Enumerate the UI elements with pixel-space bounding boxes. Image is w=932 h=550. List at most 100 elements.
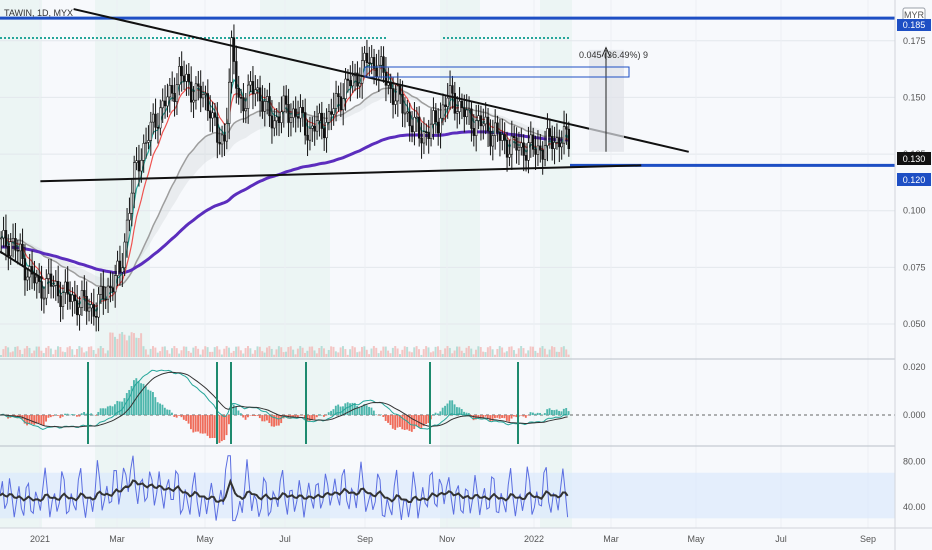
candle-body	[536, 145, 540, 155]
volume-bar	[78, 346, 81, 357]
macd-histogram-bar	[254, 415, 256, 417]
candle-body	[379, 56, 383, 66]
macd-histogram-bar	[209, 415, 211, 439]
candle-body	[301, 107, 304, 113]
volume-bar	[477, 346, 480, 357]
candle-body	[49, 273, 53, 287]
candle-body	[114, 275, 117, 293]
candle-body	[21, 243, 24, 259]
currency-label: MYR	[904, 10, 925, 20]
macd-histogram-bar	[242, 415, 245, 418]
volume-bar	[140, 333, 143, 357]
volume-bar	[33, 350, 36, 357]
volume-bar	[21, 354, 24, 357]
volume-bar	[475, 349, 477, 357]
macd-histogram-bar	[206, 415, 209, 436]
volume-bar	[410, 352, 413, 357]
macd-histogram-bar	[142, 383, 145, 416]
volume-bar	[47, 346, 50, 357]
volume-bar	[4, 346, 7, 357]
volume-bar	[394, 346, 397, 357]
candle-body	[40, 281, 43, 299]
volume-bar	[85, 351, 88, 357]
volume-bar	[23, 348, 26, 357]
volume-bar	[489, 346, 492, 357]
volume-bar	[168, 353, 171, 357]
volume-bar	[323, 348, 325, 357]
macd-histogram-bar	[541, 414, 544, 416]
macd-histogram-bar	[249, 415, 252, 416]
volume-bar	[517, 348, 520, 357]
macd-histogram-bar	[410, 415, 413, 432]
volume-bar	[342, 346, 344, 357]
volume-bar	[83, 352, 86, 357]
candle-body	[185, 73, 188, 82]
candle-body	[118, 260, 122, 273]
volume-bar	[104, 353, 107, 357]
candle-body	[218, 142, 221, 145]
macd-panel[interactable]	[0, 362, 895, 444]
time-axis[interactable]: 2021 Mar May Jul Sep Nov 2022 Mar May Jul Sep	[30, 534, 876, 544]
volume-bar	[54, 349, 57, 357]
volume-bar	[99, 346, 102, 357]
volume-bar	[325, 353, 328, 357]
volume-bar	[249, 348, 252, 357]
volume-bar	[178, 353, 181, 357]
macd-histogram-bar	[422, 415, 425, 427]
macd-histogram-bar	[42, 415, 45, 426]
macd-histogram-bar	[225, 415, 228, 436]
candle-body	[56, 280, 60, 297]
candle-body	[391, 88, 395, 105]
macd-histogram-bar	[508, 415, 511, 422]
candle-body	[306, 134, 309, 141]
volume-bar	[418, 349, 420, 357]
volume-bar	[185, 346, 188, 357]
volume-bar	[156, 352, 159, 357]
volume-bar	[567, 354, 570, 357]
macd-histogram-bar	[275, 415, 278, 426]
volume-bar	[26, 346, 29, 357]
macd-histogram-bar	[311, 415, 313, 420]
candle-body	[313, 125, 316, 132]
candle-body	[213, 112, 217, 118]
volume-bar	[315, 353, 318, 357]
candle-body	[558, 137, 561, 148]
candle-body	[465, 109, 468, 118]
support-level-label: 0.120	[903, 175, 926, 185]
volume-bar	[401, 349, 404, 357]
volume-bar	[365, 349, 368, 357]
rsi-panel[interactable]	[0, 455, 895, 522]
volume-bar	[562, 346, 565, 357]
candle-body	[247, 84, 250, 109]
macd-histogram-bar	[484, 415, 487, 417]
macd-histogram-bar	[382, 415, 385, 417]
volume-bar	[71, 349, 74, 357]
volume-bar	[351, 346, 354, 357]
volume-bar	[313, 350, 316, 357]
candle-body	[166, 96, 169, 107]
price-panel[interactable]	[0, 8, 895, 357]
macd-histogram-bar	[460, 409, 463, 416]
candle-body	[73, 294, 77, 301]
volume-bar	[292, 349, 295, 357]
candle-body	[244, 108, 248, 112]
macd-histogram-bar	[418, 415, 420, 428]
volume-bar	[448, 347, 451, 357]
macd-histogram-bar	[320, 414, 323, 416]
macd-histogram-bar	[365, 405, 368, 416]
candle-body	[135, 160, 138, 163]
volume-bar	[175, 348, 178, 357]
macd-histogram-bar	[401, 415, 404, 430]
macd-histogram-bar	[313, 415, 316, 420]
candle-body	[479, 115, 483, 127]
volume-bar	[482, 351, 485, 357]
volume-bar	[532, 346, 534, 357]
volume-bar	[479, 347, 482, 357]
macd-histogram-bar	[263, 415, 266, 422]
macd-histogram-bar	[299, 415, 302, 416]
macd-histogram-bar	[220, 415, 223, 442]
macd-histogram-bar	[237, 410, 240, 416]
macd-histogram-bar	[505, 415, 508, 421]
volume-bar	[2, 349, 5, 357]
macd-histogram-bar	[370, 407, 373, 416]
